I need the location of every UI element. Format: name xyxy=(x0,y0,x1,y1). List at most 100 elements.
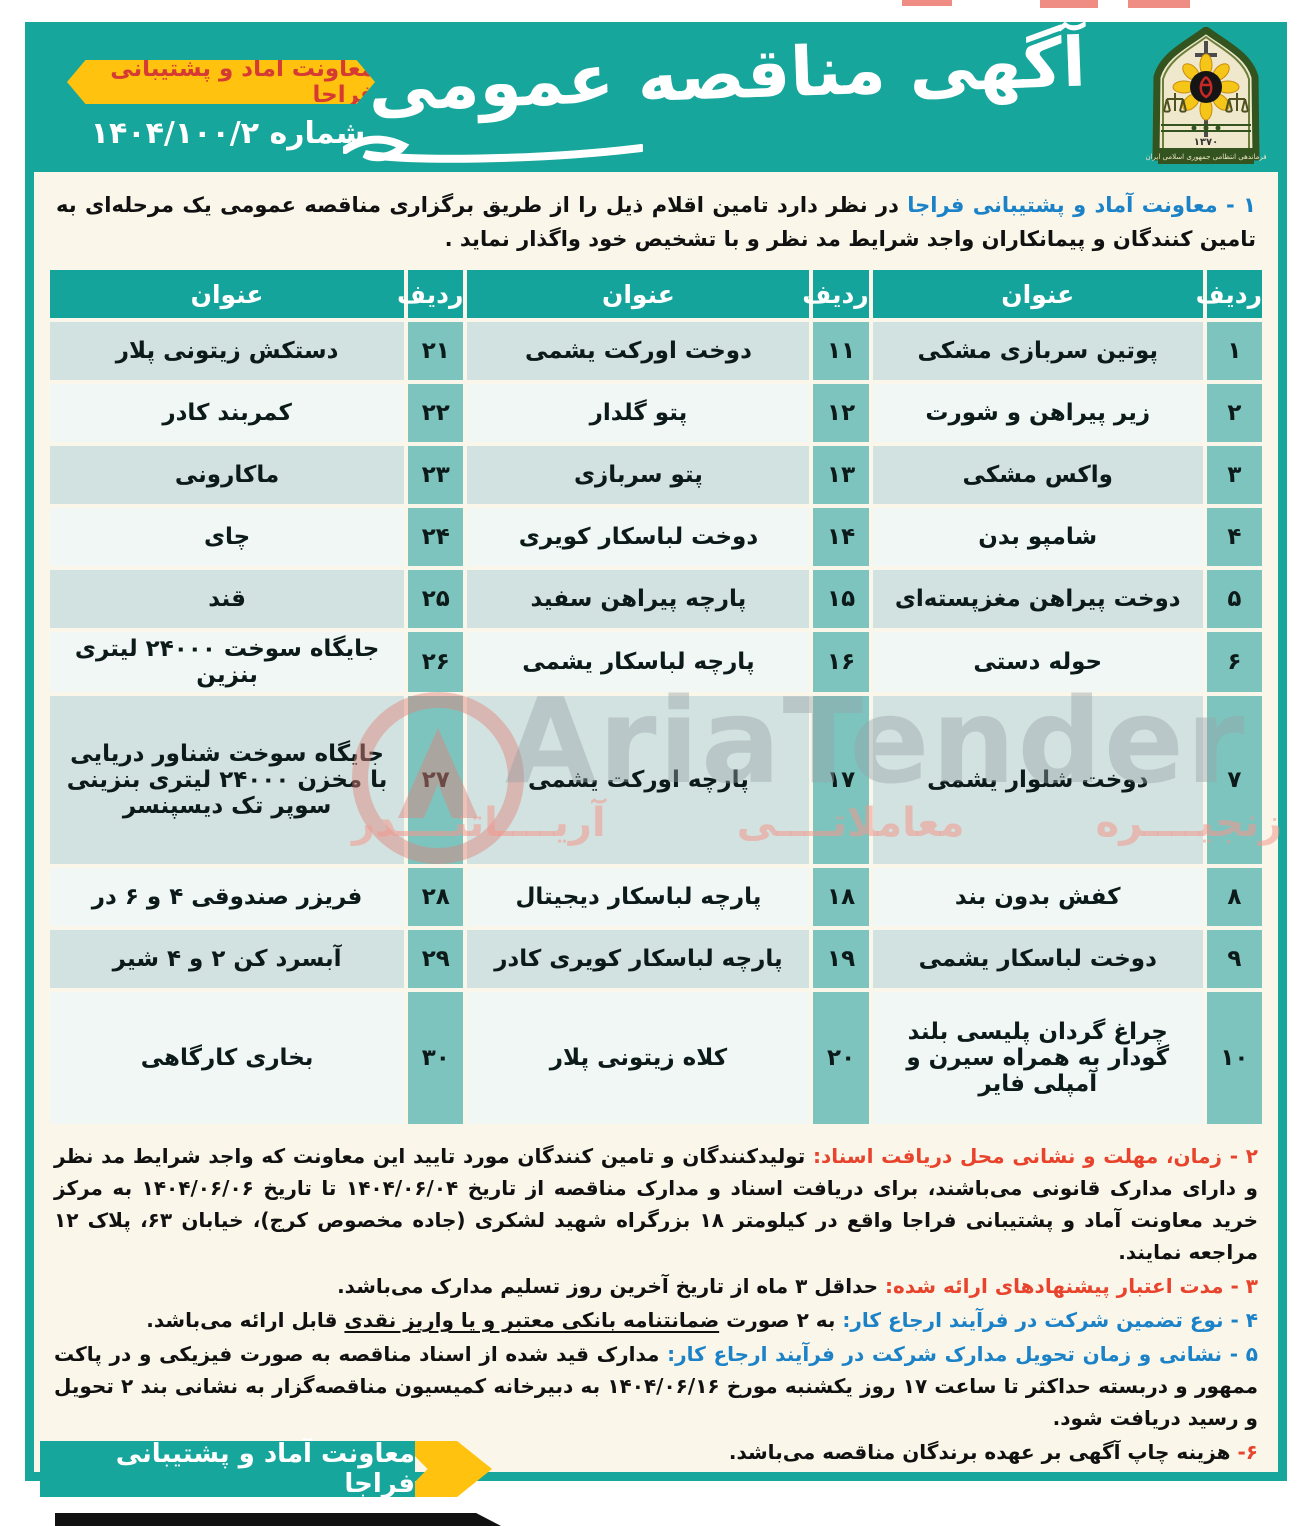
intro-body: در نظر دارد تامین اقلام ذیل را از طریق ب… xyxy=(56,193,1256,251)
item-title-cell: فریزر صندوقی ۴ و ۶ در xyxy=(50,868,405,926)
department-badge: معاونت آماد و پشتیبانی فراجا xyxy=(67,60,375,104)
emblem-caption: فرماندهی انتظامی جمهوری اسلامی ایران xyxy=(1145,153,1266,161)
row-number-cell: ۲۱ xyxy=(408,322,464,380)
item-title-cell: پارچه لباسکار دیجیتال xyxy=(467,868,810,926)
conditions-sections: ۲ - زمان، مهلت و نشانی محل دریافت اسناد:… xyxy=(46,1128,1266,1468)
row-number-cell: ۵ xyxy=(1206,570,1262,628)
section-validity: ۳ - مدت اعتبار پیشنهادهای ارائه شده: حدا… xyxy=(54,1270,1258,1302)
page-title: آگهی مناقصه عمومی xyxy=(367,23,1087,128)
table-row: ۸ کفش بدون بند ۱۸ پارچه لباسکار دیجیتال ۲۸ فر… xyxy=(50,868,1262,926)
item-title-cell: قند xyxy=(50,570,405,628)
item-title-cell: پارچه لباسکار کویری کادر xyxy=(467,930,810,988)
row-number-cell: ۲۷ xyxy=(408,696,464,864)
content-frame: ۱ - معاونت آماد و پشتیبانی فراجا در نظر … xyxy=(25,172,1287,1481)
table-row: ۵ دوخت پیراهن مغزپسته‌ای ۱۵ پارچه پیراهن سف… xyxy=(50,570,1262,628)
row-number-cell: ۷ xyxy=(1206,696,1262,864)
item-title-cell: ماکارونی xyxy=(50,446,405,504)
item-title-cell: دوخت اورکت یشمی xyxy=(467,322,810,380)
table-row: ۹ دوخت لباسکار یشمی ۱۹ پارچه لباسکار کویری … xyxy=(50,930,1262,988)
row-number-cell: ۱۷ xyxy=(813,696,869,864)
row-number-cell: ۲۴ xyxy=(408,508,464,566)
document: آگهی مناقصه عمومی معاونت آماد و پشتیبانی… xyxy=(25,22,1287,1481)
column-header-radif: ردیف xyxy=(1196,270,1262,318)
section-body: قابل ارائه می‌باشد. xyxy=(146,1308,345,1332)
tender-items-table: ردیف عنوان ردیف عنوان ردیف عنوان ۱ پوتین … xyxy=(46,266,1266,1128)
section-guarantee: ۴ - نوع تضمین شرکت در فرآیند ارجاع کار: … xyxy=(54,1304,1258,1336)
row-number-cell: ۱۱ xyxy=(813,322,869,380)
item-title-cell: پارچه پیراهن سفید xyxy=(467,570,810,628)
footer-ribbon: معاونت آماد و پشتیبانی فراجا xyxy=(40,1439,415,1499)
row-number-cell: ۱۸ xyxy=(813,868,869,926)
section-body: حداقل ۳ ماه از تاریخ آخرین روز تسلیم مدا… xyxy=(337,1274,886,1298)
item-title-cell: حوله دستی xyxy=(872,632,1203,692)
table-row: ۴ شامپو بدن ۱۴ دوخت لباسکار کویری ۲۴ چای xyxy=(50,508,1262,566)
row-number-cell: ۳۰ xyxy=(408,992,464,1124)
row-number-cell: ۱۳ xyxy=(813,446,869,504)
allah-emblem-icon xyxy=(1199,76,1213,99)
row-number-cell: ۲۰ xyxy=(813,992,869,1124)
item-title-cell: پتو سربازی xyxy=(467,446,810,504)
row-number-cell: ۲۵ xyxy=(408,570,464,628)
item-title-cell: پارچه لباسکار یشمی xyxy=(467,632,810,692)
column-header-radif: ردیف xyxy=(802,270,869,318)
section-body: به ۲ صورت xyxy=(719,1308,843,1332)
section-delivery: ۵ - نشانی و زمان تحویل مدارک شرکت در فرآ… xyxy=(54,1338,1258,1434)
column-header-onvan: عنوان xyxy=(467,270,810,318)
row-number-cell: ۸ xyxy=(1206,868,1262,926)
section-documents: ۲ - زمان، مهلت و نشانی محل دریافت اسناد:… xyxy=(54,1140,1258,1268)
department-badge-label: معاونت آماد و پشتیبانی فراجا xyxy=(110,56,375,108)
column-header-onvan: عنوان xyxy=(50,270,405,318)
tender-items-tbody: ۱ پوتین سربازی مشکی ۱۱ دوخت اورکت یشمی ۲۱ دست… xyxy=(50,322,1262,1124)
section-body: هزینه چاپ آگهی بر عهده برندگان مناقصه می… xyxy=(728,1440,1238,1464)
item-title-cell: کفش بدون بند xyxy=(872,868,1203,926)
table-row: ۶ حوله دستی ۱۶ پارچه لباسکار یشمی ۲۶ جایگاه س… xyxy=(50,632,1262,692)
section-heading: ۴ - نوع تضمین شرکت در فرآیند ارجاع کار: xyxy=(842,1308,1258,1332)
item-title-cell: آبسرد کن ۲ و ۴ شیر xyxy=(50,930,405,988)
intro-paragraph: ۱ - معاونت آماد و پشتیبانی فراجا در نظر … xyxy=(46,182,1266,266)
print-fragment xyxy=(1040,0,1098,8)
intro-lead: ۱ - معاونت آماد و پشتیبانی فراجا xyxy=(907,193,1256,217)
item-title-cell: کمربند کادر xyxy=(50,384,405,442)
row-number-cell: ۱۰ xyxy=(1206,992,1262,1124)
item-title-cell: پوتین سربازی مشکی xyxy=(872,322,1203,380)
section-body-underlined: ضمانتنامه بانکی معتبر و یا واریز نقدی xyxy=(344,1308,720,1332)
item-title-cell: چای xyxy=(50,508,405,566)
row-number-cell: ۲۸ xyxy=(408,868,464,926)
item-title-cell: شامپو بدن xyxy=(872,508,1203,566)
table-row: ۱ پوتین سربازی مشکی ۱۱ دوخت اورکت یشمی ۲۱ دست… xyxy=(50,322,1262,380)
row-number-cell: ۶ xyxy=(1206,632,1262,692)
section-heading: ۳ - مدت اعتبار پیشنهادهای ارائه شده: xyxy=(885,1274,1258,1298)
row-number-cell: ۱۹ xyxy=(813,930,869,988)
table-row: ۷ دوخت شلوار یشمی ۱۷ پارچه اورکت یشمی ۲۷ جایگ… xyxy=(50,696,1262,864)
section-print-cost: ۶- هزینه چاپ آگهی بر عهده برندگان مناقصه… xyxy=(54,1436,1258,1468)
item-title-cell: دوخت لباسکار کویری xyxy=(467,508,810,566)
scales-icon xyxy=(1163,93,1249,113)
section-heading: ۵ - نشانی و زمان تحویل مدارک شرکت در فرآ… xyxy=(667,1342,1258,1366)
section-body: تولیدکنندگان و تامین کنندگان مورد تایید … xyxy=(54,1144,1258,1264)
row-number-cell: ۳ xyxy=(1206,446,1262,504)
section-heading: ۶- xyxy=(1237,1440,1258,1464)
item-title-cell: جایگاه سوخت ۲۴۰۰۰ لیتری بنزین xyxy=(50,632,405,692)
item-title-cell: پارچه اورکت یشمی xyxy=(467,696,810,864)
print-fragment xyxy=(902,0,952,6)
bottom-black-bar xyxy=(55,1513,503,1526)
item-title-cell: دوخت لباسکار یشمی xyxy=(872,930,1203,988)
item-title-cell: دستکش زیتونی پلار xyxy=(50,322,405,380)
row-number-cell: ۲ xyxy=(1206,384,1262,442)
row-number-cell: ۲۲ xyxy=(408,384,464,442)
item-title-cell: زیر پیراهن و شورت xyxy=(872,384,1203,442)
footer-ribbon-label: معاونت آماد و پشتیبانی فراجا xyxy=(115,1439,415,1499)
item-title-cell: بخاری کارگاهی xyxy=(50,992,405,1124)
masthead: آگهی مناقصه عمومی معاونت آماد و پشتیبانی… xyxy=(25,22,1287,172)
row-number-cell: ۲۶ xyxy=(408,632,464,692)
row-number-cell: ۲۹ xyxy=(408,930,464,988)
item-title-cell: دوخت شلوار یشمی xyxy=(872,696,1203,864)
table-header-row: ردیف عنوان ردیف عنوان ردیف عنوان xyxy=(50,270,1262,318)
announcement-number: شماره ۱۴۰۴/۱۰۰/۲ xyxy=(90,116,366,151)
column-header-onvan: عنوان xyxy=(872,270,1203,318)
row-number-cell: ۴ xyxy=(1206,508,1262,566)
item-title-cell: جایگاه سوخت شناور دریایی با مخزن ۲۴۰۰۰ ل… xyxy=(50,696,405,864)
section-heading: ۲ - زمان، مهلت و نشانی محل دریافت اسناد: xyxy=(812,1144,1258,1168)
row-number-cell: ۲۳ xyxy=(408,446,464,504)
